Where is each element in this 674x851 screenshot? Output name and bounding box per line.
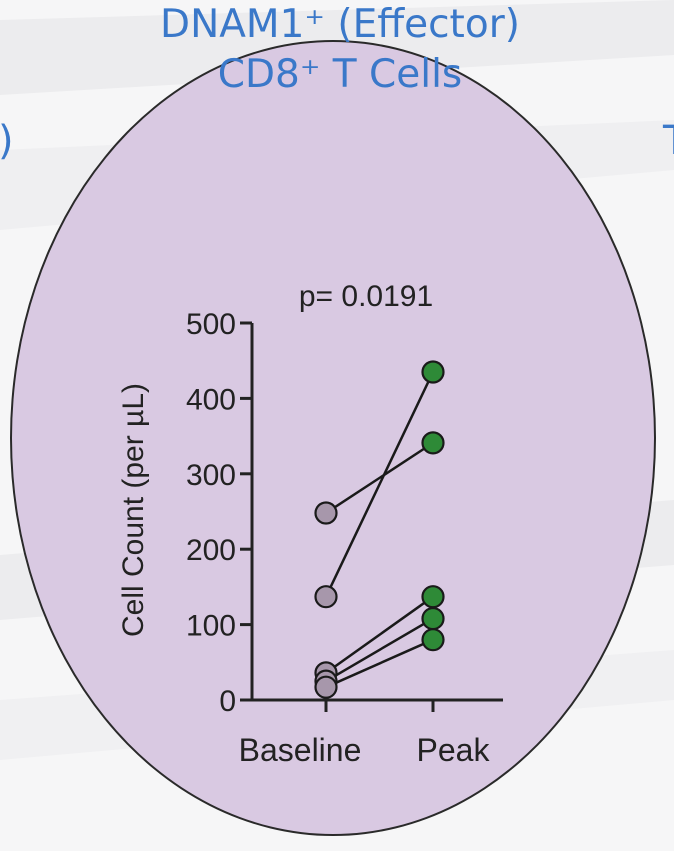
subject-line [325,441,434,515]
baseline-point [314,501,338,525]
peak-point [421,360,445,384]
y-tick-label: 200 [186,534,236,567]
highlight-oval [10,40,656,836]
left-slide-fragment: ) [0,118,14,164]
right-slide-fragment: T [663,118,674,164]
chart-title-line-2: CD8⁺ T Cells [217,52,463,97]
baseline-point [314,585,338,609]
subject-line [325,617,434,683]
y-axis-label: Cell Count (per µL) [117,383,150,637]
chart-title-line-1: DNAM1⁺ (Effector) [160,2,520,47]
subject-line [325,595,434,674]
chart-title: DNAM1⁺ (Effector) CD8⁺ T Cells [60,0,620,100]
x-ticks: Baseline Peak [239,700,491,768]
y-tick-label: 500 [186,308,236,341]
x-tick-label: Peak [417,732,491,768]
data-points [314,360,445,699]
p-value-annotation: p= 0.0191 [299,280,433,313]
baseline-point [314,675,338,699]
peak-point [421,585,445,609]
peak-point [421,628,445,652]
y-tick-label: 300 [186,459,236,492]
subject-line [325,638,434,689]
subject-line [324,371,435,598]
y-tick-label: 0 [219,685,236,718]
y-ticks: 0 100 200 300 400 500 [186,308,252,718]
x-tick-label: Baseline [239,732,362,768]
peak-point [421,606,445,631]
subject-lines [324,371,435,689]
axes [250,323,503,702]
y-tick-label: 100 [186,610,236,643]
y-tick-label: 400 [186,383,236,416]
peak-point [421,431,445,455]
